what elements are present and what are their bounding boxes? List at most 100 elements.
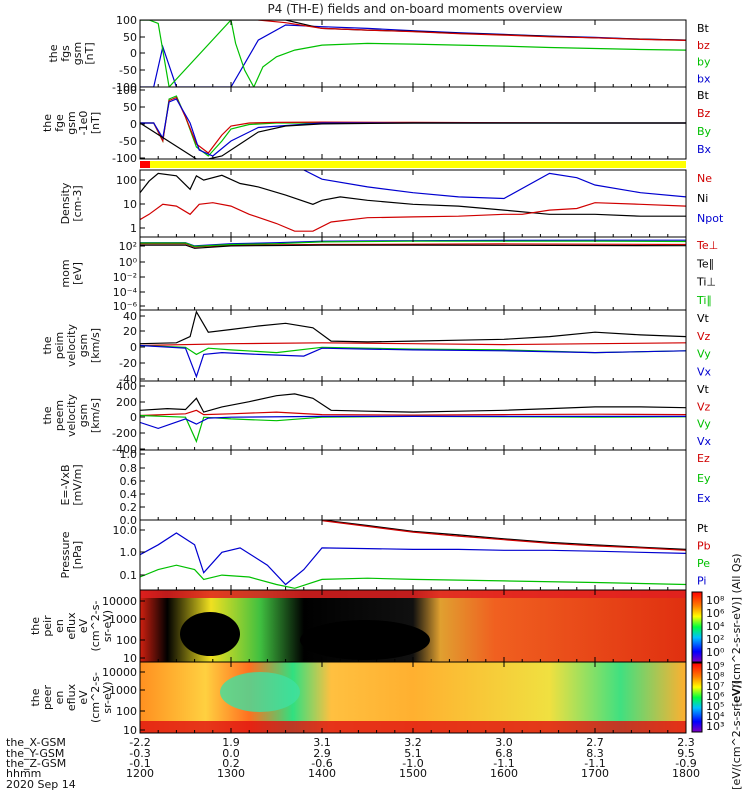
peim_velocity-ytick-label: -20 — [119, 357, 137, 370]
pressure-series-1 — [140, 564, 686, 589]
efield-ytick-label: 1.0 — [120, 448, 138, 461]
peim_velocity-ytick-label: 0 — [130, 341, 137, 354]
x-axis-value: 5.1 — [404, 747, 422, 760]
pressure-ytick-label: 1.0 — [120, 546, 138, 559]
peem_velocity-ylabel-line: velocity — [65, 394, 78, 437]
peem_velocity-ylabel-line: peem — [53, 400, 66, 431]
mom_temp-legend-2: Ti⊥ — [696, 276, 716, 289]
peim_velocity-ylabel-line: gsm — [77, 334, 90, 357]
pressure-legend-3: Pi — [697, 575, 706, 588]
fgs_gsm-legend-0: Bt — [697, 22, 710, 35]
x-axis-value: -1.0 — [402, 757, 423, 770]
pressure-series-2 — [321, 520, 686, 550]
efield-ylabel-line: [mV/m] — [71, 464, 84, 505]
peir_spec-ylabel-line: en — [53, 619, 66, 633]
colorbar-upper-tick: 10⁸ — [706, 594, 725, 607]
pressure-ytick-label: 0.1 — [120, 569, 138, 582]
x-axis-value: 3.1 — [313, 736, 331, 749]
figure-title: P4 (TH-E) fields and on-board moments ov… — [267, 2, 562, 16]
peer_spec-ylabel-line: eflux — [65, 683, 78, 711]
x-axis-row-label: hhmm — [6, 767, 41, 780]
panel-fge_gsm: 100 50 0 -50 -100 the fge gsm -1e0 [nT] Bt Bz By Bx — [41, 84, 712, 165]
peer_spec-ytick-label: 100 — [116, 705, 137, 718]
fge_gsm-series-0 — [140, 95, 686, 157]
panel-efield: 1.00.80.60.40.20.0 E=-VxB [mV/m] Ez Ey Ex — [59, 448, 711, 527]
pressure-ytick-label: 10.0 — [113, 524, 138, 537]
x-axis-value: 1600 — [490, 767, 518, 780]
fge_gsm-ylabel-line: the — [41, 114, 54, 132]
peem_velocity-series-0 — [140, 393, 686, 413]
x-axis-value: 1800 — [672, 767, 700, 780]
fgs_gsm-ylabel-line: gsm — [71, 42, 84, 65]
colorbar-lower-tick: 10⁷ — [706, 680, 724, 693]
peim_velocity-ylabel-line: peim — [53, 332, 66, 360]
colorbar-upper-label: [eV/(cm^2-s-sr-eV)] (All Qs) — [730, 553, 743, 706]
peim_velocity-legend-0: Vt — [697, 312, 710, 325]
colorbar-lower-tick: 10⁵ — [706, 700, 724, 713]
pressure-series-0 — [140, 532, 686, 586]
x-axis-value: 6.8 — [495, 747, 513, 760]
fgs_gsm-ytick-label: -50 — [119, 64, 137, 77]
panel-pressure: 10.0 1.0 0.1 Pressure [nPa] Pt Pb Pe Pi — [59, 519, 711, 591]
fge_gsm-legend-0: Bt — [697, 89, 710, 102]
peem_velocity-ylabel-line: [km/s] — [89, 398, 102, 433]
peim_velocity-series-0 — [140, 310, 686, 345]
density-ytick-label: 10 — [123, 198, 137, 211]
pressure-legend-1: Pb — [697, 540, 711, 553]
x-axis-value: 9.5 — [677, 747, 695, 760]
panel-fgs_gsm: 100 50 0 -50 -100 the fgs gsm [nT] Bt bz by bx — [47, 14, 711, 94]
fge_gsm-ytick-label: 0 — [130, 118, 137, 131]
fge_gsm-ylabel-line: gsm — [65, 111, 78, 134]
mom_temp-ytick-label: 10⁻⁶ — [113, 300, 138, 313]
density-series-1 — [140, 202, 686, 232]
peer_spec-hot-region — [220, 672, 300, 712]
mom_temp-legend-1: Te∥ — [696, 257, 714, 270]
peem_velocity-ytick-label: -200 — [112, 427, 137, 440]
x-axis-value: 2.9 — [313, 747, 331, 760]
peem_velocity-ytick-label: 400 — [116, 380, 137, 393]
colorbar-upper-tick: 10² — [706, 633, 724, 646]
peir_spec-ytick-label: 100 — [116, 634, 137, 647]
fgs_gsm-ytick-label: 100 — [116, 14, 137, 27]
peim_velocity-frame — [139, 309, 687, 382]
peem_velocity-ytick-label: -400 — [112, 443, 137, 456]
peir_spec-ytick-label: 10 — [123, 652, 137, 665]
colorbar-upper-tick: 10⁰ — [706, 646, 725, 659]
mom_temp-ytick-label: 10⁰ — [119, 256, 138, 269]
fge_gsm-ytick-label: -50 — [119, 135, 137, 148]
peem_velocity-series-2 — [140, 414, 686, 444]
efield-legend-0: Ez — [697, 452, 710, 465]
efield-ylabel-line: E=-VxB — [59, 464, 72, 505]
x-axis-value: -2.2 — [129, 736, 150, 749]
density-series-2 — [303, 170, 686, 200]
peim_velocity-series-3 — [140, 344, 686, 379]
pressure-legend-0: Pt — [697, 522, 709, 535]
peer_spec-ylabel-line: en — [53, 691, 66, 705]
peim_velocity-legend-3: Vx — [697, 365, 712, 378]
density-ylabel-line: [cm-3] — [71, 185, 84, 221]
peir_spec-ytick-label: 10000 — [102, 595, 137, 608]
peer_spec-low-energy-band — [140, 721, 686, 733]
fgs_gsm-ytick-label: 50 — [123, 31, 137, 44]
peem_velocity-legend-2: Vy — [697, 418, 711, 431]
peim_velocity-series-2 — [140, 344, 686, 356]
peim_velocity-ytick-label: 40 — [123, 310, 137, 323]
x-axis-value: -0.3 — [129, 747, 150, 760]
colorbar-lower-tick: 10⁸ — [706, 670, 725, 683]
pressure-legend-2: Pe — [697, 557, 710, 570]
mom_temp-ytick-label: 10⁻² — [113, 271, 137, 284]
efield-frame — [139, 449, 687, 521]
mode-bar-segment — [140, 161, 150, 168]
density-series-0 — [140, 172, 686, 217]
x-axis-value: 0.2 — [222, 757, 240, 770]
pressure-series-3 — [321, 520, 686, 551]
fgs_gsm-legend-2: by — [697, 56, 711, 69]
fgs_gsm-ytick-label: 0 — [130, 47, 137, 60]
peer_spec-ylabel-line: eV — [77, 690, 90, 705]
peer_spec-ylabel-line: sr-eV) — [101, 681, 114, 713]
efield-ytick-label: 0.6 — [120, 475, 138, 488]
panel-peim_velocity: 40 20 0 -20 -40 the peim velocity gsm [km/s] Vt Vz V… — [41, 309, 712, 386]
peim_velocity-ytick-label: 20 — [123, 325, 137, 338]
x-axis-value: 2.7 — [586, 736, 604, 749]
